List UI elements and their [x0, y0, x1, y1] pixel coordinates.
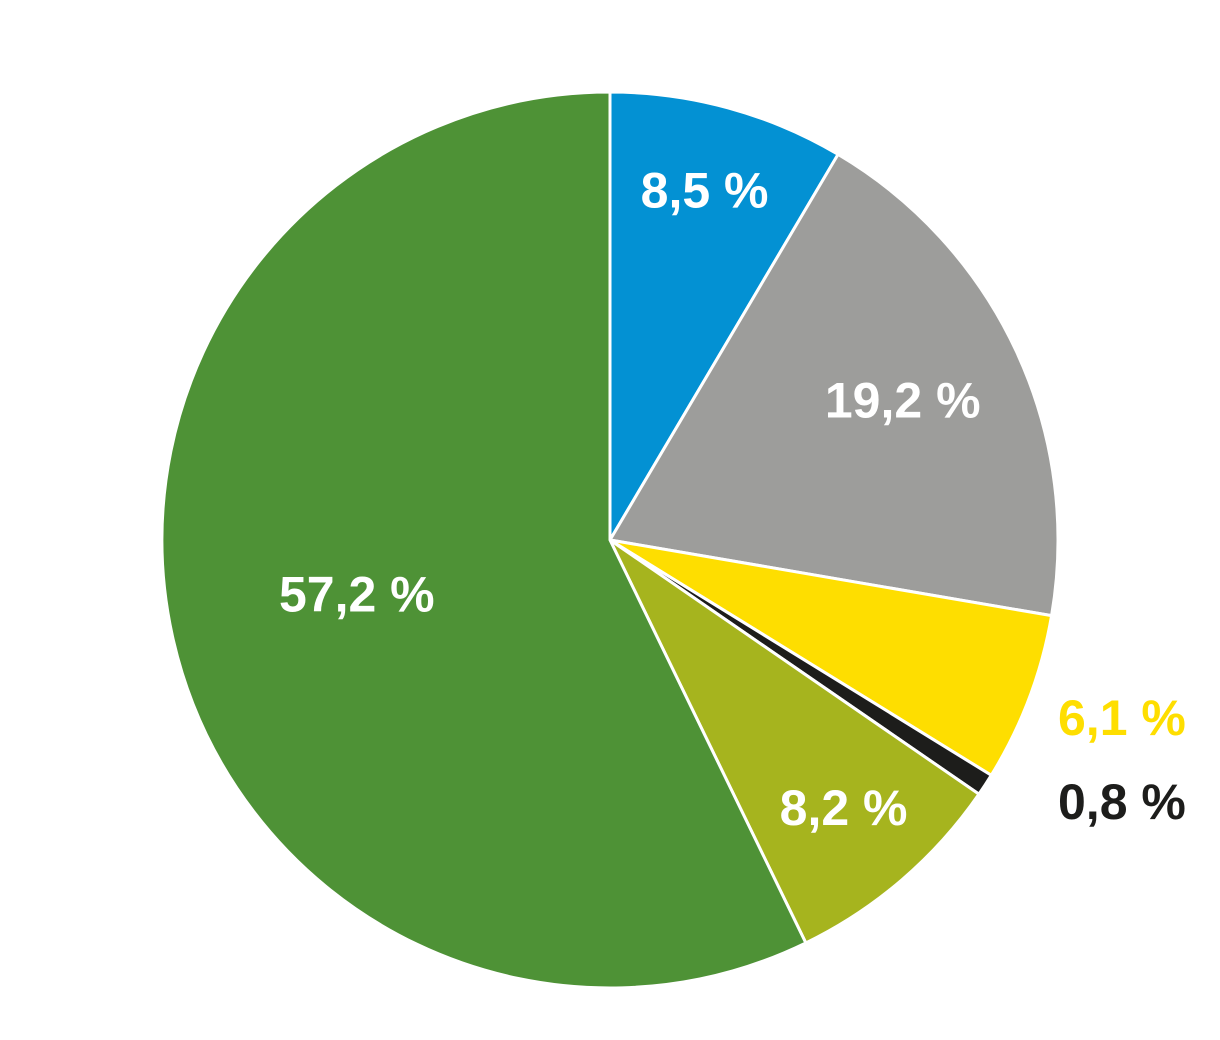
pie-data-label-5: 57,2 % — [279, 567, 435, 623]
pie-slice-4 — [608, 538, 981, 945]
pie-slice-1 — [608, 152, 1060, 618]
pie-slice-2 — [608, 538, 1054, 777]
pie-data-label-3: 0,8 % — [1058, 774, 1186, 830]
pie-slice-5 — [160, 90, 808, 990]
pie-data-label-4: 8,2 % — [780, 780, 908, 836]
pie-data-label-1: 19,2 % — [825, 373, 981, 429]
pie-slices — [160, 90, 1060, 990]
pie-data-label-0: 8,5 % — [641, 163, 769, 219]
pie-labels: 8,5 % 19,2 % 6,1 % 0,8 % 8,2 % 57,2 % — [279, 163, 1186, 836]
pie-slice-0 — [608, 90, 840, 542]
pie-data-label-2: 6,1 % — [1058, 690, 1186, 746]
